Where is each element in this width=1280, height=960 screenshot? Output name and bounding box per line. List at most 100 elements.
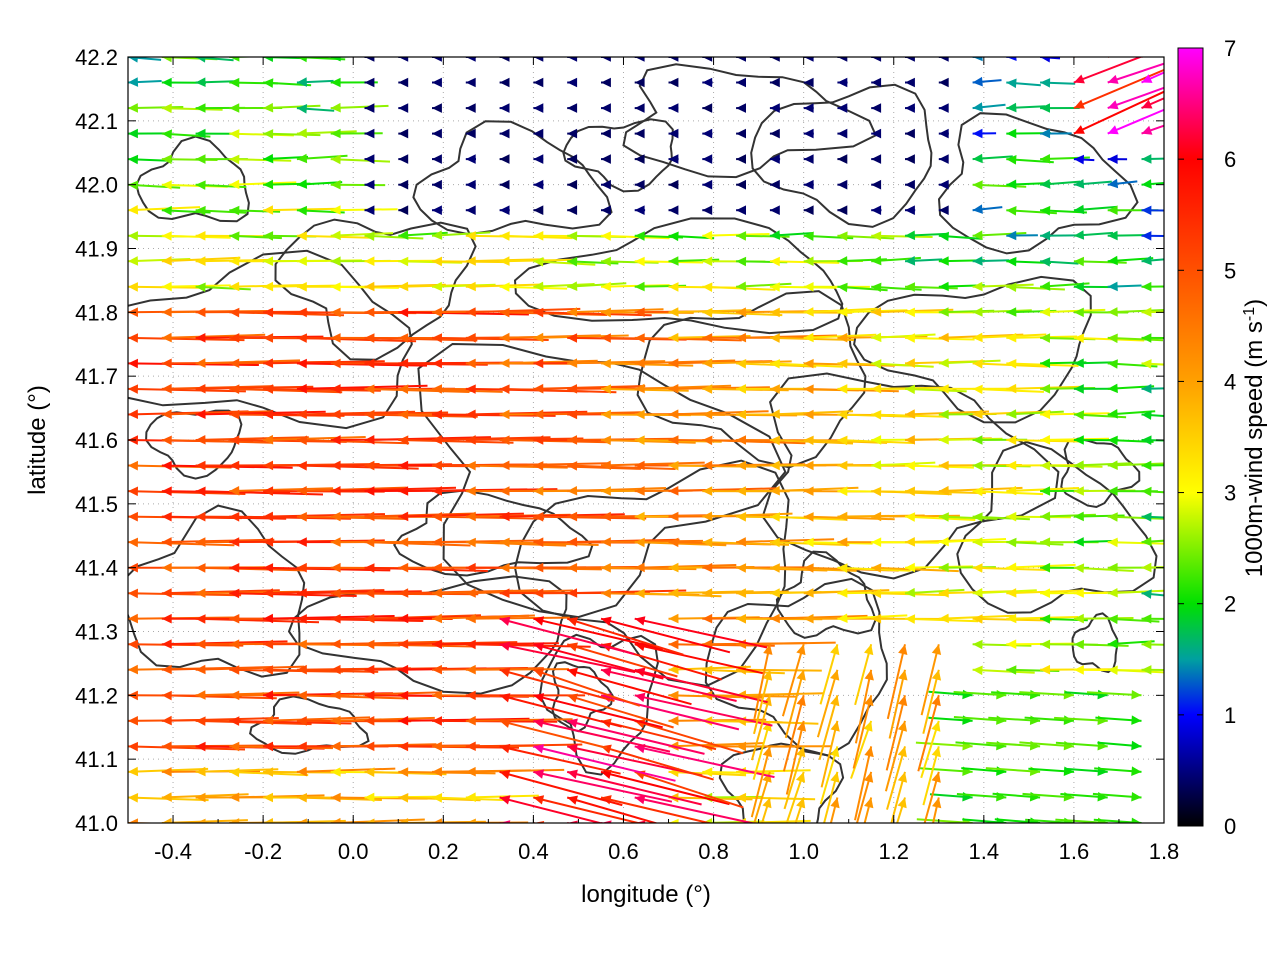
wind-vector-head — [330, 77, 341, 88]
wind-vector — [195, 486, 324, 497]
wind-vector-head — [499, 743, 511, 754]
wind-vector-shaft — [533, 283, 595, 288]
wind-vector — [161, 537, 275, 547]
wind-vector-shaft — [668, 386, 770, 390]
wind-vector-head — [330, 256, 341, 266]
wind-vector-head — [533, 588, 544, 598]
wind-vector-head — [567, 435, 578, 445]
wind-vector-head — [195, 77, 206, 87]
wind-vector-shaft — [566, 796, 659, 823]
wind-vector — [296, 818, 358, 823]
wind-vector-head — [1107, 409, 1118, 419]
wind-vector-shaft — [972, 283, 1034, 288]
wind-vector-head — [634, 537, 645, 548]
wind-vector-head — [195, 57, 206, 63]
wind-vector — [736, 205, 746, 215]
wind-vector — [972, 256, 1010, 266]
x-tick-label: 0.2 — [428, 839, 459, 864]
wind-vector-head — [803, 358, 814, 369]
wind-vector-head — [1073, 358, 1084, 368]
wind-vector-head — [1107, 435, 1118, 446]
wind-vector-head — [161, 256, 172, 266]
wind-vector-head — [398, 230, 409, 240]
wind-vector — [1006, 57, 1020, 61]
wind-vector-head — [634, 205, 645, 215]
wind-vector-shaft — [229, 387, 343, 394]
wind-vector-shaft — [938, 538, 1007, 544]
wind-vector-head — [871, 57, 882, 62]
wind-vector-head — [465, 179, 476, 190]
wind-vector — [837, 77, 848, 88]
wind-vector-head — [796, 695, 806, 707]
wind-vector-shaft — [600, 796, 713, 823]
wind-vector — [1141, 281, 1164, 292]
wind-vector — [533, 257, 596, 267]
wind-vector-head — [296, 818, 307, 823]
wind-vector-head — [229, 103, 240, 113]
wind-vector-shaft — [161, 694, 277, 700]
terrain-contour — [704, 577, 888, 757]
wind-vector-head — [972, 281, 983, 292]
wind-vector-shaft — [600, 439, 696, 444]
wind-vector-head — [567, 128, 578, 139]
wind-vector-shaft — [161, 439, 273, 444]
wind-vector-head — [1107, 614, 1118, 625]
wind-vector-head — [330, 562, 341, 573]
wind-vector — [1006, 409, 1064, 419]
wind-vector-shaft — [972, 387, 1044, 393]
wind-vector-head — [668, 332, 679, 343]
wind-vector-head — [128, 57, 138, 63]
wind-vector-head — [803, 307, 814, 317]
wind-vector-head — [702, 128, 713, 139]
wind-vector — [922, 669, 942, 734]
wind-vector-head — [195, 818, 206, 823]
wind-vector-head — [932, 823, 941, 834]
wind-vector — [465, 461, 568, 471]
wind-vector — [668, 128, 679, 139]
wind-vector — [938, 358, 1001, 368]
wind-vector-shaft — [904, 464, 974, 469]
wind-vector-head — [567, 409, 578, 420]
wind-vector-head — [432, 639, 442, 649]
wind-vector-shaft — [195, 490, 324, 496]
wind-vector-shaft — [499, 796, 604, 823]
wind-vector — [161, 639, 288, 649]
wind-vector — [128, 103, 184, 113]
wind-vector-head — [161, 817, 172, 823]
wind-vector-shaft — [128, 387, 246, 393]
wind-vector-head — [736, 665, 746, 675]
wind-vector-head — [499, 641, 511, 651]
y-tick-label: 41.6 — [75, 428, 118, 453]
wind-vector-head — [863, 720, 873, 732]
wind-vector-shaft — [431, 614, 535, 620]
wind-vector — [1141, 255, 1164, 266]
wind-vector — [1107, 154, 1128, 164]
wind-vector-head — [432, 767, 442, 777]
wind-vector-head — [533, 435, 544, 445]
wind-vector — [871, 359, 934, 369]
wind-vector — [668, 818, 689, 823]
wind-vector-shaft — [600, 745, 714, 781]
wind-vector-head — [499, 460, 510, 471]
wind-vector-head — [398, 384, 409, 394]
wind-vector-head — [229, 179, 240, 190]
wind-vector-head — [161, 307, 172, 317]
wind-vector-head — [1006, 128, 1017, 139]
wind-vector-head — [702, 537, 713, 548]
wind-vector-head — [1141, 179, 1152, 189]
wind-vector — [768, 822, 770, 823]
wind-vector-head — [1040, 257, 1051, 267]
wind-vector-head — [972, 307, 983, 317]
wind-vector-head — [803, 537, 814, 548]
wind-vector — [465, 179, 476, 190]
wind-vector-head — [1040, 179, 1051, 189]
wind-vector — [398, 57, 409, 62]
wind-vector-head — [769, 128, 780, 139]
wind-vector — [195, 384, 314, 394]
wind-vector-head — [296, 639, 307, 650]
wind-vector-head — [364, 384, 375, 394]
wind-vector-head — [601, 667, 612, 677]
wind-vector-head — [1141, 512, 1152, 522]
wind-vector — [364, 128, 375, 139]
wind-vector-head — [769, 154, 780, 164]
